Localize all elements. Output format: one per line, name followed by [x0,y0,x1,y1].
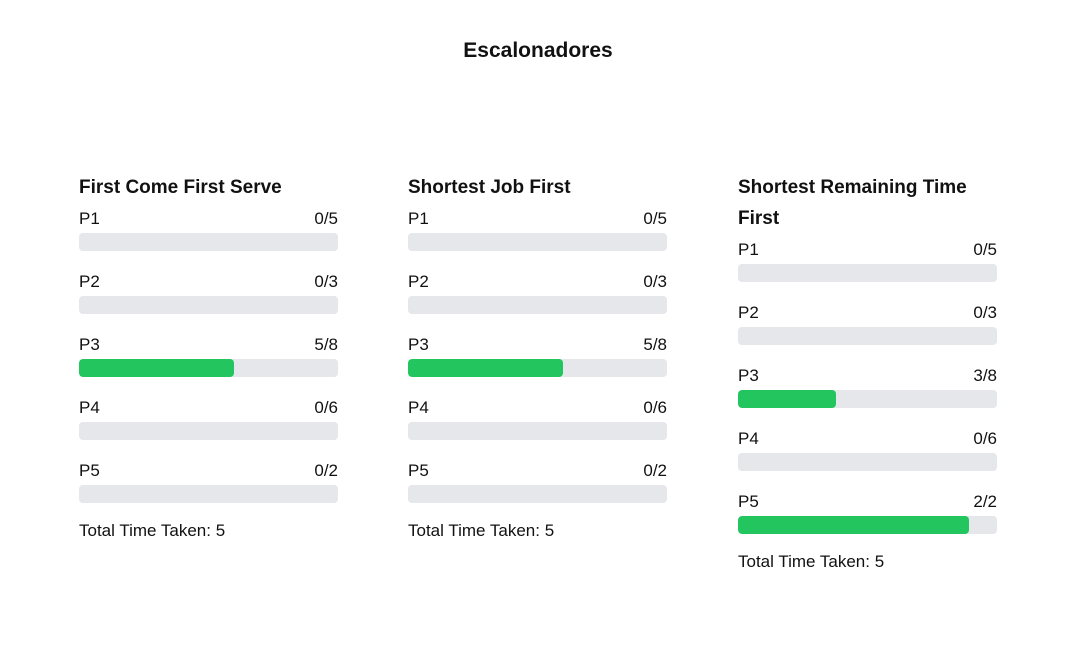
process-progress: 2/2 [973,492,997,511]
progress-bar [738,390,997,408]
progress-bar [738,264,997,282]
process-p5: P5 0/2 [79,460,338,518]
process-label: P5 [79,461,100,480]
process-p1: P1 0/5 [79,208,338,266]
progress-bar [79,485,338,503]
process-progress: 0/2 [643,461,667,480]
process-p3: P3 3/8 [738,365,997,423]
progress-bar [408,422,667,440]
process-label: P4 [408,398,429,417]
process-p4: P4 0/6 [738,428,997,486]
process-label: P3 [738,366,759,385]
process-p3: P3 5/8 [408,334,667,392]
scheduler-title: Shortest Remaining Time First [738,177,967,229]
process-progress: 0/5 [643,209,667,228]
process-label: P1 [79,209,100,228]
process-progress: 0/6 [314,398,338,417]
process-p1: P1 0/5 [738,239,997,297]
process-progress: 3/8 [973,366,997,385]
progress-bar [408,359,667,377]
progress-bar-fill [408,359,564,377]
progress-bar [408,485,667,503]
total-time: Total Time Taken: 5 [738,552,885,571]
process-label: P2 [79,272,100,291]
process-p4: P4 0/6 [408,397,667,455]
process-progress: 0/2 [314,461,338,480]
process-progress: 0/3 [314,272,338,291]
process-label: P2 [408,272,429,291]
progress-bar [79,422,338,440]
process-progress: 5/8 [643,335,667,354]
process-p2: P2 0/3 [79,271,338,329]
progress-bar [79,359,338,377]
process-label: P3 [408,335,429,354]
process-progress: 0/5 [973,240,997,259]
process-label: P2 [738,303,759,322]
process-progress: 0/5 [314,209,338,228]
scheduler-title: Shortest Job First [408,177,571,198]
progress-bar [738,516,997,534]
process-p2: P2 0/3 [738,302,997,360]
process-progress: 5/8 [314,335,338,354]
progress-bar [408,233,667,251]
process-label: P4 [738,429,759,448]
progress-bar [738,327,997,345]
progress-bar-fill [738,516,969,534]
process-p5: P5 2/2 [738,491,997,549]
scheduler-title: First Come First Serve [79,177,282,198]
process-label: P5 [408,461,429,480]
process-label: P4 [79,398,100,417]
total-time: Total Time Taken: 5 [79,521,226,540]
page-title: Escalonadores [463,39,613,62]
process-p1: P1 0/5 [408,208,667,266]
process-label: P3 [79,335,100,354]
process-label: P5 [738,492,759,511]
progress-bar [738,453,997,471]
progress-bar [79,233,338,251]
process-progress: 0/6 [973,429,997,448]
progress-bar [408,296,667,314]
process-p3: P3 5/8 [79,334,338,392]
process-progress: 0/6 [643,398,667,417]
process-p2: P2 0/3 [408,271,667,329]
process-label: P1 [738,240,759,259]
scheduler-fcfs: First Come First Serve P1 0/5 P2 0/3 P3 … [79,172,338,542]
progress-bar [79,296,338,314]
scheduler-srtf: Shortest Remaining Time First P1 0/5 P2 … [738,172,997,573]
process-progress: 0/3 [973,303,997,322]
total-time: Total Time Taken: 5 [408,521,555,540]
process-label: P1 [408,209,429,228]
progress-bar-fill [79,359,235,377]
process-p4: P4 0/6 [79,397,338,455]
process-p5: P5 0/2 [408,460,667,518]
progress-bar-fill [738,390,837,408]
scheduler-sjf: Shortest Job First P1 0/5 P2 0/3 P3 5/8 … [408,172,667,542]
process-progress: 0/3 [643,272,667,291]
